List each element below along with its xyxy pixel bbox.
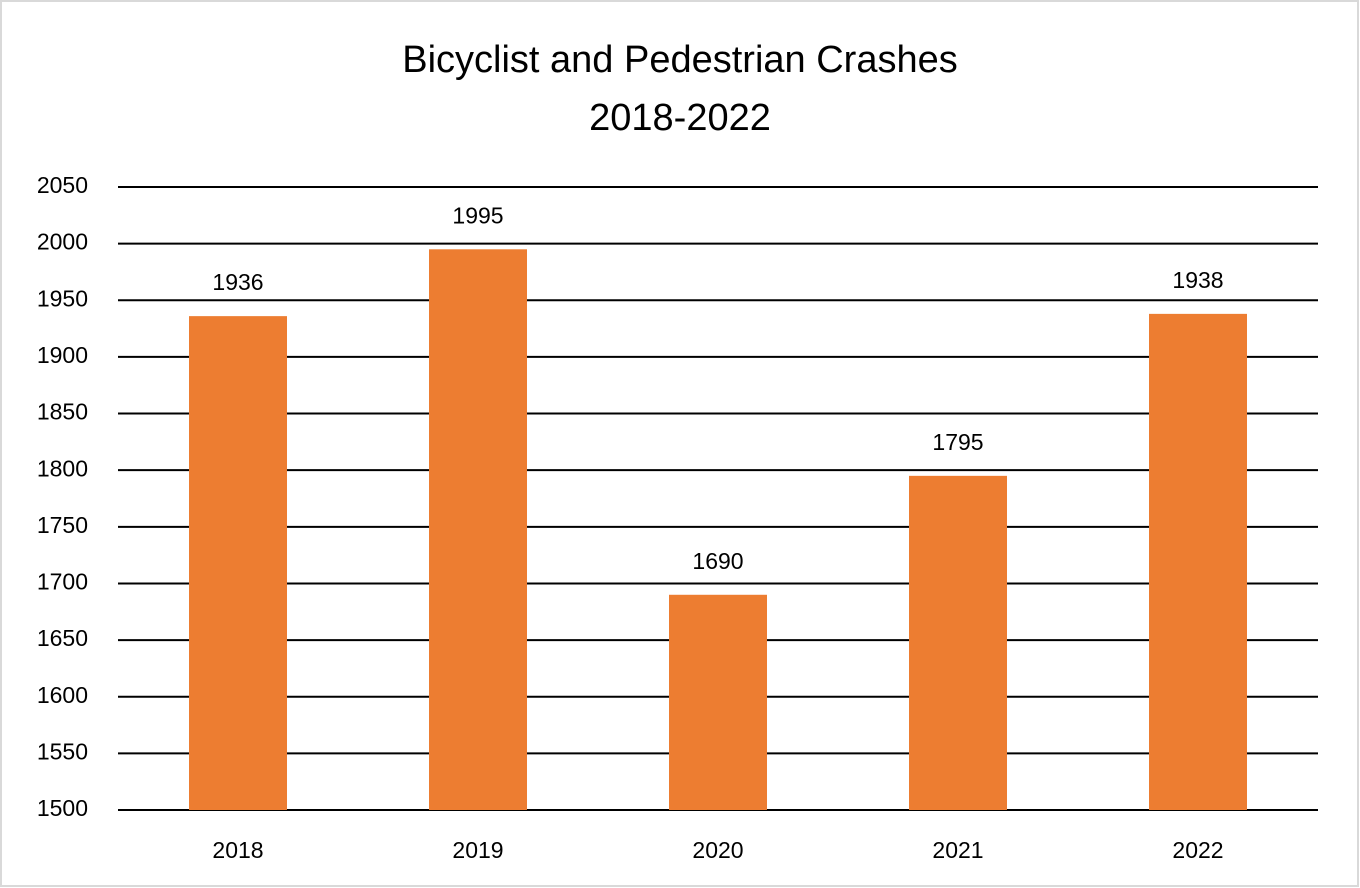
- data-label: 1995: [452, 202, 503, 228]
- y-tick-label: 1500: [37, 795, 88, 821]
- y-tick-label: 1700: [37, 569, 88, 595]
- y-tick-label: 2050: [37, 172, 88, 198]
- y-tick-label: 1950: [37, 285, 88, 311]
- x-tick-label: 2021: [932, 837, 983, 863]
- y-tick-label: 1800: [37, 455, 88, 481]
- y-tick-label: 1850: [37, 399, 88, 425]
- y-tick-label: 1650: [37, 625, 88, 651]
- bar: [669, 594, 767, 810]
- bar: [909, 475, 1007, 810]
- y-tick-label: 1550: [37, 738, 88, 764]
- x-tick-label: 2018: [212, 837, 263, 863]
- data-label: 1938: [1172, 267, 1223, 293]
- bar: [429, 249, 527, 811]
- chart-subtitle: 2018-2022: [589, 97, 771, 139]
- bar: [189, 316, 287, 810]
- x-tick-label: 2019: [452, 837, 503, 863]
- x-tick-label: 2020: [692, 837, 743, 863]
- y-tick-label: 2000: [37, 229, 88, 255]
- y-tick-label: 1750: [37, 512, 88, 538]
- y-tick-label: 1900: [37, 342, 88, 368]
- bar: [1149, 313, 1247, 810]
- y-tick-label: 1600: [37, 682, 88, 708]
- chart-title: Bicyclist and Pedestrian Crashes: [402, 39, 957, 81]
- x-tick-label: 2022: [1172, 837, 1223, 863]
- data-label: 1795: [932, 429, 983, 455]
- data-label: 1936: [212, 269, 263, 295]
- data-label: 1690: [692, 548, 743, 574]
